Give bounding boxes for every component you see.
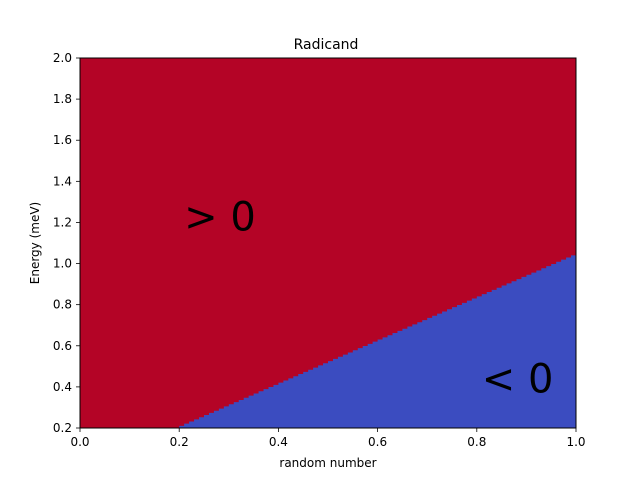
- x-tick-label: 0.2: [170, 435, 189, 449]
- region-label-positive: > 0: [184, 194, 256, 240]
- y-axis-label: Energy (meV): [28, 202, 42, 284]
- x-axis-label: random number: [279, 456, 376, 470]
- y-tick-label: 0.4: [53, 380, 72, 394]
- x-tick-label: 0.8: [467, 435, 486, 449]
- y-tick-label: 1.6: [53, 133, 72, 147]
- region-label-negative: < 0: [482, 357, 554, 403]
- chart-title: Radicand: [294, 37, 359, 53]
- x-axis: 0.0 0.2 0.4 0.6 0.8 1.0: [70, 428, 585, 449]
- y-tick-label: 1.0: [53, 257, 72, 271]
- y-tick-label: 1.2: [53, 215, 72, 229]
- x-tick-label: 0.0: [70, 435, 89, 449]
- y-tick-label: 0.2: [53, 421, 72, 435]
- x-tick-label: 0.6: [368, 435, 387, 449]
- x-tick-label: 0.4: [269, 435, 288, 449]
- y-tick-label: 1.4: [53, 174, 72, 188]
- x-tick-label: 1.0: [566, 435, 585, 449]
- y-tick-label: 2.0: [53, 51, 72, 65]
- y-tick-label: 1.8: [53, 92, 72, 106]
- y-tick-label: 0.8: [53, 298, 72, 312]
- y-axis: 0.2 0.4 0.6 0.8 1.0 1.2 1.4 1.6 1.8 2.0: [53, 51, 80, 435]
- y-tick-label: 0.6: [53, 339, 72, 353]
